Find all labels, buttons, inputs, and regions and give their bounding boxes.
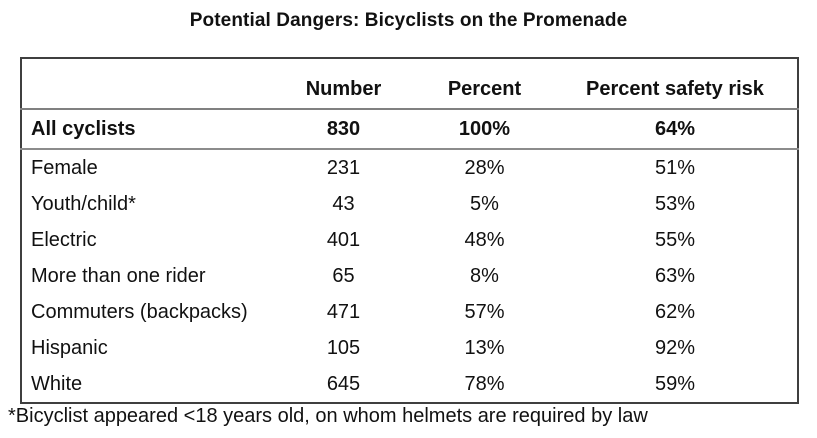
- safety-risk-cell: 64%: [553, 109, 798, 150]
- table-row: Electric 401 48% 55%: [21, 222, 798, 258]
- row-label-cell: Commuters (backpacks): [31, 300, 248, 323]
- percent-cell: 100%: [416, 109, 553, 150]
- safety-risk-cell: 53%: [654, 192, 696, 215]
- data-table: Number Percent Percent safety risk All c…: [20, 57, 799, 404]
- row-label-cell: More than one rider: [31, 264, 206, 287]
- safety-risk-cell: 62%: [654, 300, 696, 323]
- safety-risk-cell: 55%: [654, 228, 696, 251]
- table-row: Commuters (backpacks) 471 57% 62%: [21, 294, 798, 330]
- percent-cell: 5%: [470, 192, 499, 215]
- table-row: More than one rider 65 8% 63%: [21, 258, 798, 294]
- percent-cell: 28%: [464, 156, 505, 179]
- row-label-cell: Youth/child*: [31, 192, 136, 215]
- table-row: White 645 78% 59%: [21, 366, 798, 403]
- percent-cell: 8%: [470, 264, 499, 287]
- table-row: Youth/child* 43 5% 53%: [21, 186, 798, 222]
- percent-cell: 13%: [464, 336, 505, 359]
- safety-risk-cell: 51%: [654, 156, 696, 179]
- column-header-number: Number: [271, 58, 416, 110]
- column-header-percent-safety-risk: Percent safety risk: [553, 58, 798, 110]
- number-cell: 471: [326, 300, 361, 323]
- column-header-category: [21, 58, 271, 110]
- row-label-cell: White: [31, 372, 83, 395]
- safety-risk-cell: 63%: [654, 264, 696, 287]
- table-row: Hispanic 105 13% 92%: [21, 330, 798, 366]
- number-cell: 105: [326, 336, 361, 359]
- safety-risk-cell: 92%: [654, 336, 696, 359]
- summary-row: All cyclists 830 100% 64%: [21, 109, 798, 150]
- footnote: *Bicyclist appeared <18 years old, on wh…: [8, 405, 648, 427]
- number-cell: 43: [332, 192, 355, 215]
- number-cell: 830: [271, 109, 416, 150]
- row-label-cell: Hispanic: [31, 336, 108, 359]
- number-cell: 65: [332, 264, 355, 287]
- percent-cell: 57%: [464, 300, 505, 323]
- number-cell: 401: [326, 228, 361, 251]
- row-label-cell: Female: [31, 156, 98, 179]
- row-label-cell: Electric: [31, 228, 97, 251]
- table-row: Female 231 28% 51%: [21, 149, 798, 186]
- number-cell: 645: [326, 372, 361, 395]
- percent-cell: 48%: [464, 228, 505, 251]
- page-title: Potential Dangers: Bicyclists on the Pro…: [189, 10, 628, 31]
- column-header-percent: Percent: [416, 58, 553, 110]
- row-label-cell: All cyclists: [21, 109, 271, 150]
- safety-risk-cell: 59%: [654, 372, 696, 395]
- number-cell: 231: [326, 156, 361, 179]
- percent-cell: 78%: [464, 372, 505, 395]
- table-header-row: Number Percent Percent safety risk: [21, 58, 798, 110]
